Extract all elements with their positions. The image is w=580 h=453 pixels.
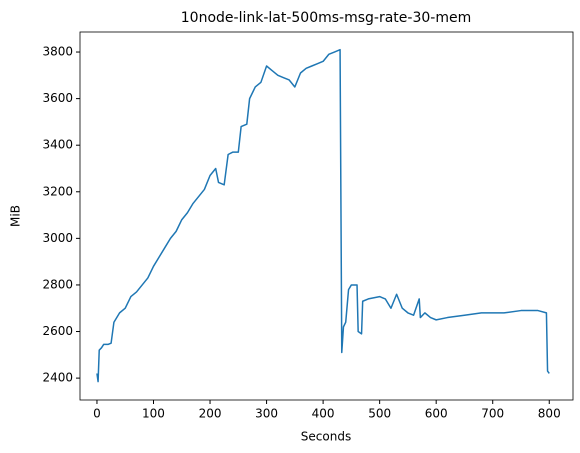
line-series <box>96 48 550 383</box>
y-tick-label: 2400 <box>42 371 73 385</box>
x-tick-label: 100 <box>142 407 165 421</box>
chart-title: 10node-link-lat-500ms-msg-rate-30-mem <box>181 10 471 26</box>
x-tick-label: 0 <box>93 407 101 421</box>
y-tick-label: 3600 <box>42 91 73 105</box>
plot-frame <box>79 31 574 401</box>
y-tick-label: 3400 <box>42 138 73 152</box>
x-tick-label: 700 <box>481 407 504 421</box>
y-tick-label: 2800 <box>42 277 73 291</box>
y-tick-label: 3200 <box>42 184 73 198</box>
x-tick-label: 300 <box>255 407 278 421</box>
y-axis-label: MiB <box>9 205 23 227</box>
x-tick-label: 400 <box>312 407 335 421</box>
x-tick-label: 200 <box>199 407 222 421</box>
y-tick-label: 3800 <box>42 45 73 59</box>
x-tick-label: 800 <box>538 407 561 421</box>
x-tick-label: 600 <box>425 407 448 421</box>
y-tick-label: 3000 <box>42 231 73 245</box>
x-tick-label: 500 <box>368 407 391 421</box>
y-tick-label: 2600 <box>42 324 73 338</box>
x-axis-label: Seconds <box>301 430 351 444</box>
